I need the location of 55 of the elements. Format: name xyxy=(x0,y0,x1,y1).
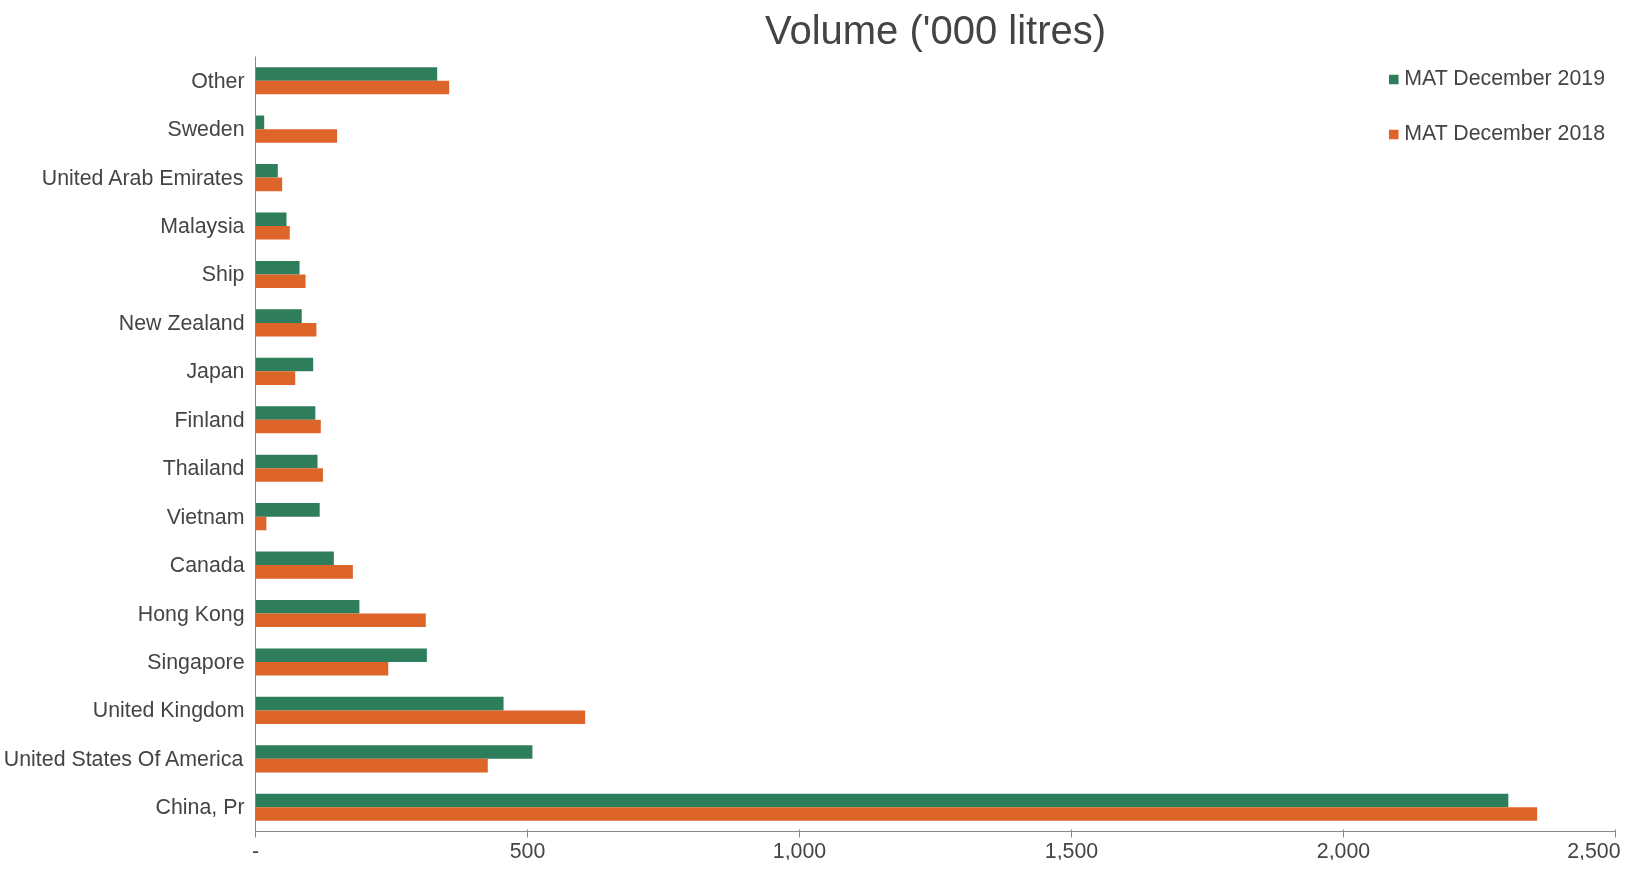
bar xyxy=(255,129,338,143)
y-tick-label: Canada xyxy=(169,553,245,578)
y-tick-label: Hong Kong xyxy=(137,601,245,626)
bar xyxy=(255,212,287,227)
x-tick-label: 1,000 xyxy=(772,838,827,863)
y-tick-label: United Arab Emirates xyxy=(41,165,244,190)
bar xyxy=(255,807,1538,821)
chart-title: Volume ('000 litres) xyxy=(764,7,1107,52)
y-tick-label: Other xyxy=(191,68,245,93)
bar xyxy=(255,454,318,469)
bar xyxy=(255,648,427,662)
bar xyxy=(255,745,533,759)
bar xyxy=(255,599,360,614)
bar xyxy=(255,177,283,192)
bar xyxy=(255,758,488,773)
bar xyxy=(255,260,300,275)
bar xyxy=(255,503,320,517)
y-tick-label: United States Of America xyxy=(3,746,244,771)
x-tick-label: - xyxy=(251,838,260,863)
y-tick-label: Ship xyxy=(201,262,245,287)
y-tick-label: Thailand xyxy=(162,456,245,481)
x-tick-label: 500 xyxy=(509,838,546,863)
y-tick-label: New Zealand xyxy=(118,310,245,335)
bar xyxy=(255,164,278,178)
y-tick-label: China, Pr xyxy=(155,795,245,820)
y-tick-label: Sweden xyxy=(167,117,245,142)
bar xyxy=(255,226,290,240)
x-tick-label: 2,500 xyxy=(1567,838,1621,863)
bar xyxy=(255,357,314,372)
y-tick-label: United Kingdom xyxy=(92,698,245,723)
bar xyxy=(255,710,586,724)
bar xyxy=(255,613,426,628)
bar xyxy=(255,696,504,711)
bar xyxy=(255,419,321,434)
bar xyxy=(255,406,316,420)
y-tick-label: Singapore xyxy=(147,649,245,674)
bar xyxy=(255,551,334,566)
y-tick-label: Malaysia xyxy=(160,214,245,239)
x-tick-label: 1,500 xyxy=(1044,838,1099,863)
bar xyxy=(255,322,317,337)
bar xyxy=(255,80,450,95)
bar xyxy=(255,793,1509,808)
legend-label: MAT December 2018 xyxy=(1404,121,1605,146)
bar xyxy=(255,565,353,579)
bar xyxy=(255,309,302,323)
y-tick-label: Vietnam xyxy=(166,504,245,529)
bar xyxy=(255,661,389,676)
bar xyxy=(255,274,306,289)
legend-label: MAT December 2019 xyxy=(1404,66,1605,91)
bar xyxy=(255,371,296,385)
bar xyxy=(255,468,323,482)
y-tick-label: Japan xyxy=(186,359,245,384)
bar xyxy=(255,67,438,81)
y-tick-label: Finland xyxy=(174,407,245,432)
x-tick-label: 2,000 xyxy=(1316,838,1371,863)
